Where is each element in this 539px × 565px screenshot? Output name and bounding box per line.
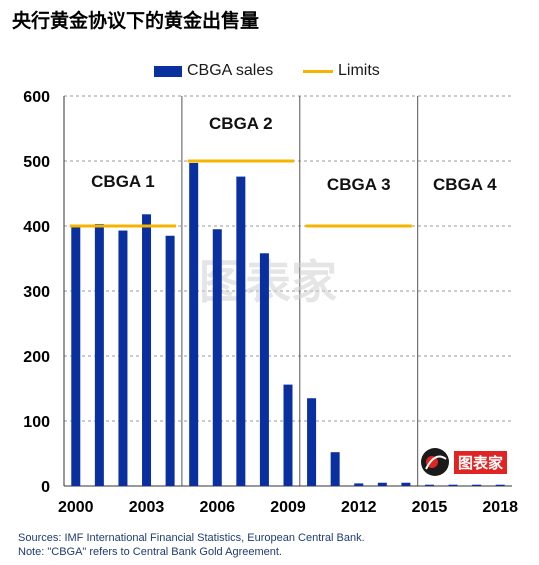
y-tick-label: 100	[23, 414, 50, 431]
y-tick-label: 0	[41, 479, 50, 496]
x-tick-label: 2000	[58, 499, 94, 516]
bar-2004	[165, 235, 175, 486]
x-tick-label: 2015	[412, 499, 448, 516]
period-label-1: CBGA 1	[91, 172, 155, 191]
bar-2005	[189, 162, 199, 486]
bar-2013	[377, 482, 387, 486]
legend-item-sales: CBGA sales	[154, 62, 273, 80]
y-tick-label: 400	[23, 219, 50, 236]
legend-swatch-sales	[154, 65, 182, 77]
bar-2014	[401, 482, 411, 486]
x-tick-label: 2009	[270, 499, 306, 516]
period-label-2: CBGA 2	[209, 114, 273, 133]
legend-label-sales: CBGA sales	[187, 62, 274, 79]
bar-2000	[71, 226, 81, 486]
sources-note: Sources: IMF International Financial Sta…	[18, 532, 365, 544]
bar-2011	[330, 452, 340, 486]
bar-2009	[283, 384, 293, 486]
legend-label-limits: Limits	[338, 62, 380, 79]
period-label-4: CBGA 4	[433, 175, 497, 194]
y-tick-label: 300	[23, 284, 50, 301]
bar-2017	[472, 484, 482, 486]
x-tick-label: 2018	[482, 499, 518, 516]
watermark-badge-text: 图表家	[454, 450, 508, 474]
y-tick-label: 500	[23, 154, 50, 171]
x-tick-label: 2012	[341, 499, 377, 516]
y-tick-label: 200	[23, 349, 50, 366]
bar-2006	[212, 229, 222, 486]
bar-2003	[142, 214, 152, 487]
y-tick-label: 600	[23, 89, 50, 106]
bar-2007	[236, 176, 246, 486]
legend-item-limits: Limits	[303, 62, 380, 80]
bar-2008	[259, 253, 269, 486]
x-tick-label: 2006	[199, 499, 235, 516]
bar-2001	[94, 224, 104, 487]
bar-2002	[118, 230, 128, 486]
chart-title: 央行黄金协议下的黄金出售量	[12, 10, 260, 32]
bar-2016	[448, 484, 458, 486]
bar-2018	[495, 484, 505, 486]
watermark-badge: 图表家	[420, 447, 508, 477]
chart-legend: CBGA sales Limits	[0, 62, 539, 84]
legend-swatch-limits	[303, 69, 333, 73]
cbga-note: Note: "CBGA" refers to Central Bank Gold…	[18, 546, 282, 558]
x-tick-label: 2003	[129, 499, 165, 516]
bar-2015	[424, 484, 434, 486]
bar-2012	[354, 483, 364, 486]
watermark-logo-icon	[421, 448, 449, 476]
period-label-3: CBGA 3	[327, 175, 391, 194]
bar-2010	[307, 398, 317, 486]
